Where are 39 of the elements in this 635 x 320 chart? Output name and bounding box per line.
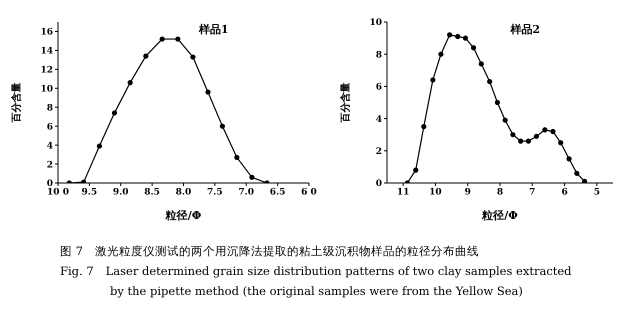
x-tick-label: 9.5 bbox=[82, 187, 98, 198]
x-tick-label: 5 bbox=[594, 187, 600, 198]
y-tick-label: 6 bbox=[46, 122, 53, 132]
x-tick-label: 10 bbox=[429, 187, 442, 198]
x-axis-title: 粒径/Φ bbox=[481, 209, 518, 222]
chart-title: 样品2 bbox=[510, 22, 540, 37]
x-tick-label: 6 bbox=[561, 187, 568, 198]
y-tick-label: 2 bbox=[376, 146, 382, 157]
x-tick-label: 9 bbox=[464, 187, 471, 198]
x-tick-label: 10 0 bbox=[47, 187, 69, 198]
chart-title: 样品1 bbox=[198, 22, 228, 37]
y-tick-label: 10 bbox=[369, 18, 382, 28]
x-tick-label: 6 0 bbox=[301, 187, 317, 198]
y-tick-label: 14 bbox=[40, 46, 53, 57]
y-axis-title: 百分含量 bbox=[340, 82, 352, 124]
x-axis-title: 粒径/Φ bbox=[164, 209, 202, 222]
y-tick-label: 12 bbox=[40, 66, 53, 76]
y-tick-label: 4 bbox=[376, 114, 382, 125]
caption: 图 7 激光粒度仪测试的两个用沉降法提取的粘土级沉积物样品的粒径分布曲线 bbox=[60, 243, 480, 260]
x-tick-label: 7.5 bbox=[207, 187, 223, 198]
x-tick-label: 8.0 bbox=[176, 187, 192, 198]
x-tick-label: 6.5 bbox=[270, 187, 286, 198]
y-tick-label: 0 bbox=[376, 179, 382, 190]
y-tick-label: 8 bbox=[46, 103, 53, 114]
x-tick-label: 8 bbox=[496, 187, 504, 198]
x-tick-label: 11 bbox=[396, 187, 410, 198]
x-tick-label: 7.0 bbox=[238, 187, 254, 198]
x-tick-label: 8.5 bbox=[144, 187, 160, 198]
y-tick-label: 6 bbox=[376, 82, 382, 93]
caption: Fig. 7 Laser determined grain size distribution patterns of two clay samples extracted bbox=[60, 263, 573, 280]
y-tick-label: 16 bbox=[40, 28, 53, 38]
y-tick-label: 4 bbox=[46, 141, 53, 152]
text: by the pipette method (the original samples were from the Yellow Sea) bbox=[109, 283, 524, 300]
y-tick-label: 8 bbox=[376, 50, 382, 60]
x-tick-label: 9.0 bbox=[112, 187, 129, 198]
x-tick-label: 7 bbox=[529, 187, 536, 198]
y-tick-label: 10 bbox=[40, 84, 53, 94]
y-axis-title: 百分含量 bbox=[10, 82, 23, 124]
y-tick-label: 2 bbox=[46, 160, 53, 170]
